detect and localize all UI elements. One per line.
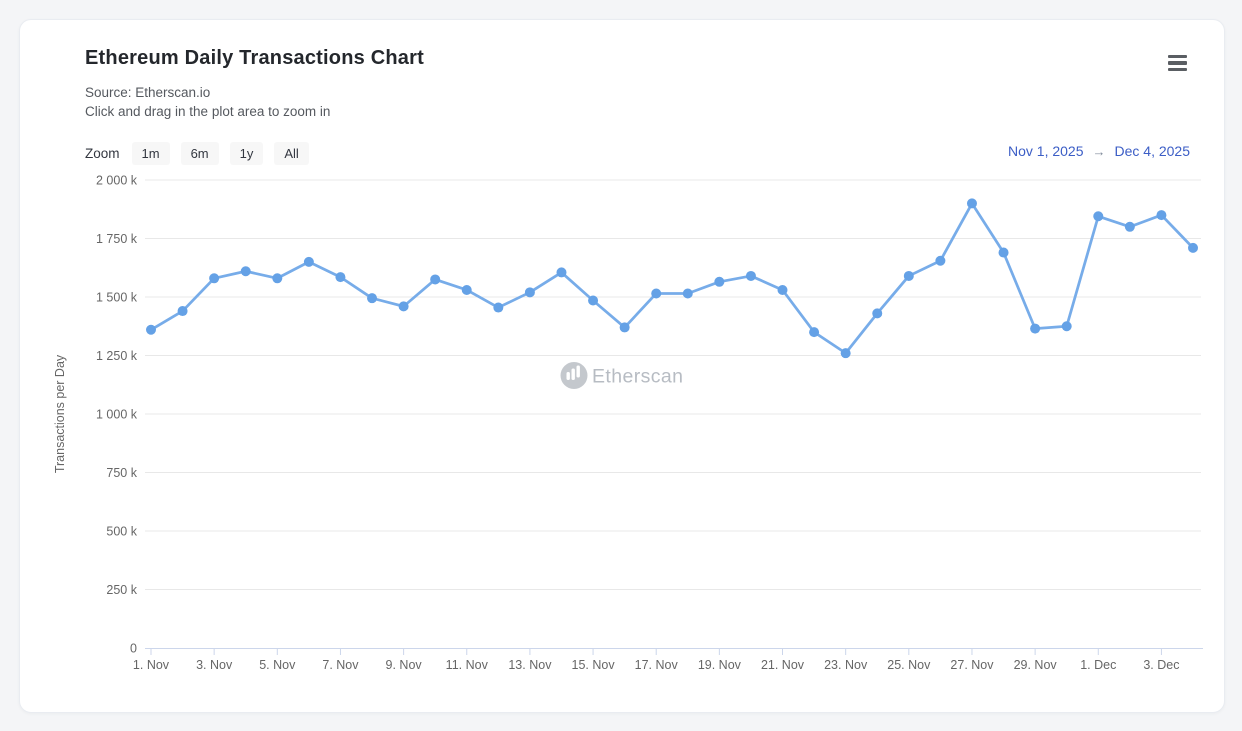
svg-text:0: 0 [130, 642, 137, 656]
svg-text:1. Nov: 1. Nov [133, 658, 170, 672]
data-point-nov-30 [1061, 321, 1072, 332]
data-point-dec-3 [1156, 210, 1167, 221]
svg-text:29. Nov: 29. Nov [1014, 658, 1058, 672]
data-point-nov-4 [240, 266, 251, 277]
data-point-nov-22 [809, 327, 820, 338]
data-point-dec-1 [1093, 211, 1104, 222]
data-point-nov-3 [209, 273, 220, 284]
svg-text:2 000 k: 2 000 k [96, 174, 138, 188]
zoom-button-6m[interactable]: 6m [180, 141, 219, 165]
data-point-nov-8 [367, 293, 378, 304]
etherscan-watermark: Etherscan [560, 362, 683, 389]
data-point-nov-24 [872, 308, 883, 319]
svg-text:5. Nov: 5. Nov [259, 658, 296, 672]
svg-text:1 500 k: 1 500 k [96, 291, 138, 305]
svg-text:11. Nov: 11. Nov [446, 658, 489, 672]
y-axis-title: Transactions per Day [53, 354, 67, 473]
data-point-dec-2 [1124, 221, 1135, 232]
svg-text:1 250 k: 1 250 k [96, 349, 138, 363]
data-point-nov-13 [524, 287, 535, 298]
zoom-selector: Zoom 1m 6m 1y All [85, 140, 309, 166]
svg-text:23. Nov: 23. Nov [824, 658, 868, 672]
x-axis-labels: 1. Nov 3. Nov 5. Nov 7. Nov 9. Nov 11. Nov 13.… [133, 658, 1180, 672]
svg-text:17. Nov: 17. Nov [635, 658, 679, 672]
data-point-nov-1 [146, 324, 156, 335]
y-gridlines [145, 179, 1201, 590]
data-point-nov-28 [998, 247, 1009, 258]
transactions-series-line [149, 202, 1195, 355]
chart-source: Source: Etherscan.io [85, 85, 211, 100]
svg-text:19. Nov: 19. Nov [698, 658, 742, 672]
svg-text:25. Nov: 25. Nov [887, 658, 931, 672]
data-point-nov-16 [619, 322, 630, 333]
data-point-nov-9 [398, 301, 409, 312]
data-point-nov-25 [903, 270, 914, 281]
data-point-nov-29 [1030, 323, 1041, 334]
svg-text:3. Nov: 3. Nov [196, 658, 233, 672]
zoom-label: Zoom [85, 145, 120, 161]
data-point-nov-26 [935, 255, 946, 266]
x-axis-ticks [150, 648, 1162, 655]
svg-text:1. Dec: 1. Dec [1080, 658, 1116, 672]
svg-text:21. Nov: 21. Nov [761, 658, 805, 672]
data-point-nov-20 [745, 270, 756, 281]
transactions-series-markers[interactable] [146, 198, 1198, 359]
data-point-nov-27 [966, 198, 977, 209]
data-point-nov-10 [430, 274, 441, 285]
svg-text:9. Nov: 9. Nov [386, 658, 423, 672]
etherscan-watermark-label: Etherscan [592, 366, 683, 388]
data-point-nov-17 [651, 288, 662, 299]
range-end-date[interactable]: Dec 4, 2025 [1114, 143, 1191, 159]
data-point-nov-11 [461, 284, 472, 295]
data-point-nov-7 [335, 272, 346, 283]
range-arrow-icon: → [1092, 143, 1106, 159]
svg-text:750 k: 750 k [106, 466, 137, 480]
range-start-date[interactable]: Nov 1, 2025 [1008, 143, 1084, 159]
data-point-dec-4 [1188, 242, 1198, 253]
hamburger-menu-icon[interactable] [1164, 50, 1194, 76]
svg-text:250 k: 250 k [106, 583, 137, 597]
zoom-button-all[interactable]: All [274, 141, 309, 165]
svg-text:7. Nov: 7. Nov [322, 658, 359, 672]
hamburger-bar [1168, 54, 1187, 59]
data-point-nov-5 [272, 273, 283, 284]
svg-text:3. Dec: 3. Dec [1143, 658, 1179, 672]
data-point-nov-23 [840, 348, 851, 359]
data-point-nov-19 [714, 276, 725, 287]
data-point-nov-14 [556, 267, 567, 278]
chart-plot-area[interactable] [145, 180, 1201, 648]
svg-text:1 750 k: 1 750 k [96, 232, 138, 246]
data-point-nov-6 [303, 256, 314, 267]
svg-text:1 000 k: 1 000 k [96, 408, 138, 422]
hamburger-bar [1168, 61, 1187, 65]
svg-text:13. Nov: 13. Nov [508, 658, 552, 672]
svg-text:500 k: 500 k [106, 525, 137, 539]
chart-card [19, 19, 1225, 713]
y-axis-labels: 0 250 k 500 k 750 k 1 000 k 1 250 k 1 500 k 1 7… [96, 174, 138, 656]
zoom-button-1y[interactable]: 1y [229, 141, 264, 165]
svg-text:15. Nov: 15. Nov [572, 658, 616, 672]
hamburger-bar [1168, 67, 1187, 72]
zoom-button-1m[interactable]: 1m [131, 141, 170, 165]
data-point-nov-15 [588, 295, 599, 306]
chart-title: Ethereum Daily Transactions Chart [85, 47, 424, 69]
data-point-nov-12 [493, 302, 504, 313]
chart-zoom-hint: Click and drag in the plot area to zoom … [85, 104, 331, 119]
svg-text:27. Nov: 27. Nov [950, 658, 994, 672]
date-range-display: Nov 1, 2025 → Dec 4, 2025 [1008, 143, 1190, 159]
data-point-nov-18 [682, 288, 693, 299]
data-point-nov-21 [777, 284, 788, 295]
data-point-nov-2 [177, 306, 188, 317]
